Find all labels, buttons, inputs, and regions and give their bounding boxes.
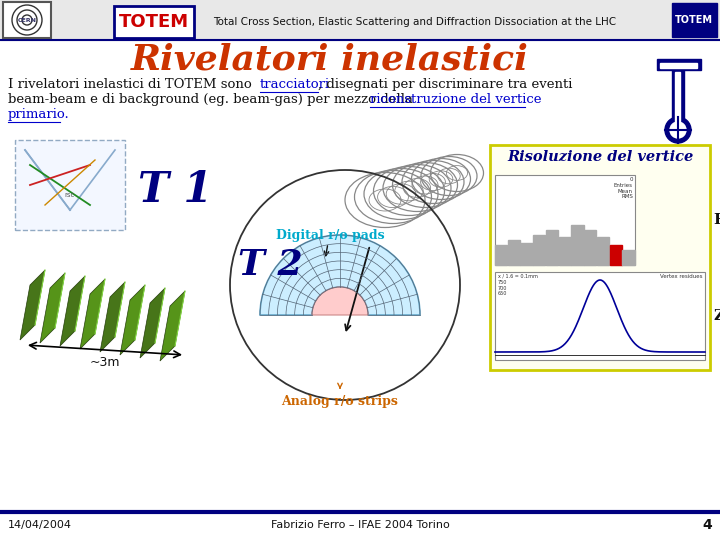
Polygon shape [160, 291, 185, 361]
Polygon shape [140, 288, 165, 358]
Text: Risoluzione del vertice: Risoluzione del vertice [507, 150, 693, 164]
Polygon shape [60, 276, 85, 346]
Text: CERN: CERN [17, 17, 37, 23]
Bar [521, 243, 533, 265]
Polygon shape [80, 279, 105, 349]
Text: rsc: rsc [65, 192, 75, 198]
Bar [672, 3, 717, 37]
Bar [584, 230, 596, 265]
Text: primario.: primario. [8, 108, 70, 121]
Text: TOTEM: TOTEM [675, 15, 713, 25]
Polygon shape [120, 285, 145, 355]
Bar [559, 237, 571, 265]
Wedge shape [312, 287, 368, 315]
Polygon shape [40, 273, 65, 343]
Bar [495, 245, 507, 265]
Bar [495, 272, 705, 360]
Bar [657, 59, 701, 70]
Bar [675, 72, 680, 123]
Text: TOTEM: TOTEM [119, 13, 189, 31]
Text: R: R [713, 213, 720, 227]
Bar [0, 0, 720, 40]
Text: T 1: T 1 [138, 169, 212, 211]
Circle shape [670, 122, 686, 138]
Text: beam-beam e di background (eg. beam-gas) per mezzo della: beam-beam e di background (eg. beam-gas)… [8, 93, 418, 106]
Text: I rivelatori inelastici di TOTEM sono: I rivelatori inelastici di TOTEM sono [8, 78, 256, 91]
Text: Fabrizio Ferro – IFAE 2004 Torino: Fabrizio Ferro – IFAE 2004 Torino [271, 520, 449, 530]
Bar [495, 175, 635, 265]
Text: Digital r/o pads: Digital r/o pads [276, 228, 384, 241]
Polygon shape [100, 282, 125, 352]
Wedge shape [260, 235, 420, 315]
FancyBboxPatch shape [114, 6, 194, 38]
Text: 0
Entries
Mean
RMS: 0 Entries Mean RMS [614, 177, 633, 199]
Text: Analog r/o strips: Analog r/o strips [282, 395, 398, 408]
Bar [15, 140, 125, 230]
Text: x / 1.6 = 0.1mm
750
700
650: x / 1.6 = 0.1mm 750 700 650 [498, 274, 538, 296]
Bar [534, 235, 546, 265]
Circle shape [665, 117, 691, 143]
Text: Vertex residues: Vertex residues [660, 274, 703, 279]
Text: 4: 4 [702, 518, 712, 532]
Bar [490, 145, 710, 370]
Bar [622, 250, 634, 265]
Text: Rivelatori inelastici: Rivelatori inelastici [131, 43, 529, 77]
Text: 14/04/2004: 14/04/2004 [8, 520, 72, 530]
Bar [672, 69, 684, 125]
Text: riconstruzione del vertice: riconstruzione del vertice [370, 93, 541, 106]
Bar [660, 63, 697, 68]
Text: T 2: T 2 [238, 248, 302, 282]
Bar [508, 240, 520, 265]
Text: Total Cross Section, Elastic Scattering and Diffraction Dissociation at the LHC: Total Cross Section, Elastic Scattering … [213, 17, 616, 27]
Bar [597, 237, 609, 265]
Text: , disegnati per discriminare tra eventi: , disegnati per discriminare tra eventi [318, 78, 572, 91]
Text: Z: Z [713, 309, 720, 323]
Text: ~3m: ~3m [90, 355, 120, 368]
Bar [546, 230, 558, 265]
Text: tracciatori: tracciatori [260, 78, 330, 91]
Bar [610, 245, 622, 265]
Bar [572, 225, 584, 265]
Polygon shape [20, 270, 45, 340]
Bar [3, 2, 51, 38]
